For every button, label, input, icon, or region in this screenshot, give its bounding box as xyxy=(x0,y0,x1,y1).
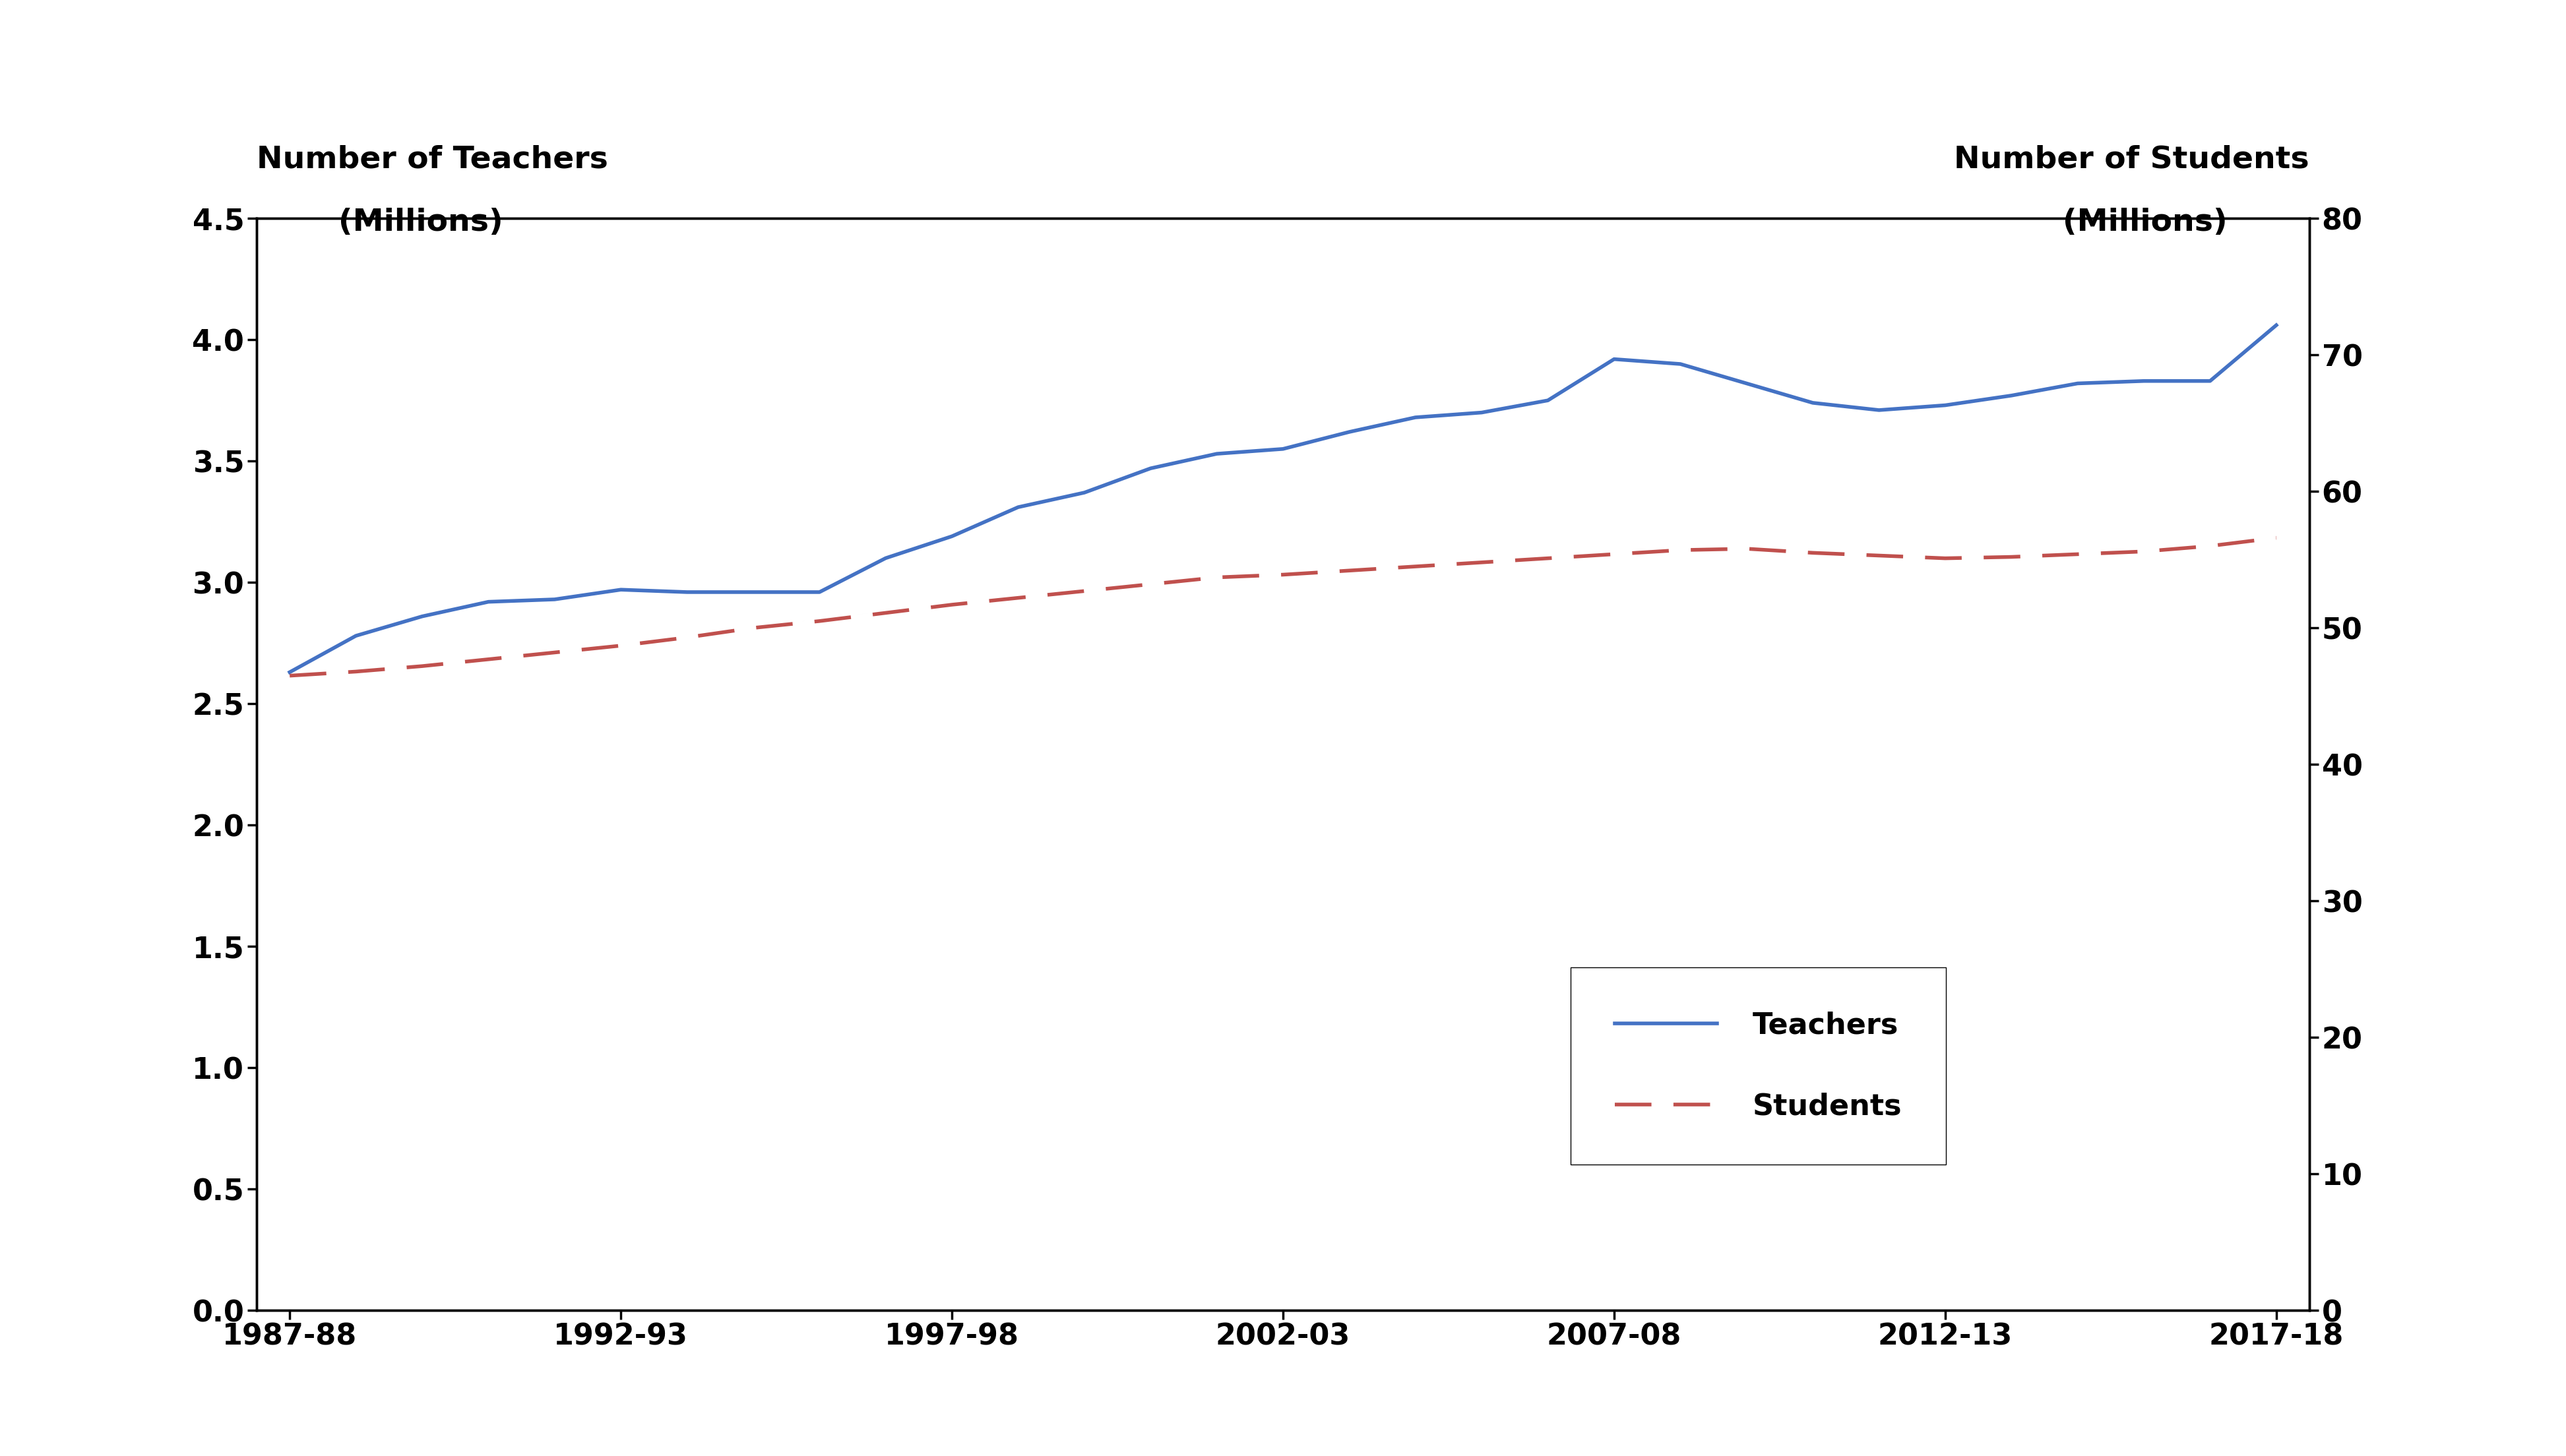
Students xyxy=(2261,529,2291,546)
Teachers xyxy=(1996,387,2027,405)
Teachers xyxy=(739,584,770,601)
Students xyxy=(937,596,967,613)
Teachers xyxy=(1732,374,1763,392)
Students xyxy=(1334,562,1365,579)
Teachers xyxy=(472,593,503,610)
Text: Number of Teachers: Number of Teachers xyxy=(257,146,608,175)
Students xyxy=(1796,545,1827,562)
Students xyxy=(870,604,901,622)
Students xyxy=(803,613,834,630)
Text: Number of Students: Number of Students xyxy=(1955,146,2309,175)
Students xyxy=(1465,553,1496,571)
Students xyxy=(408,657,439,674)
Students xyxy=(1996,547,2027,565)
Students xyxy=(2127,543,2158,561)
Students xyxy=(1930,549,1960,566)
Students xyxy=(1732,540,1763,558)
Students xyxy=(739,619,770,636)
Teachers xyxy=(1465,403,1496,421)
Teachers xyxy=(1863,402,1894,419)
Teachers xyxy=(1796,395,1827,412)
Teachers xyxy=(539,591,570,609)
Students xyxy=(539,644,570,661)
Students xyxy=(1599,546,1629,563)
Students xyxy=(2063,546,2094,563)
Teachers xyxy=(870,549,901,566)
Students xyxy=(275,667,305,684)
Teachers xyxy=(2063,374,2094,392)
Teachers xyxy=(2194,373,2225,390)
Teachers xyxy=(672,584,703,601)
Text: (Millions): (Millions) xyxy=(2063,208,2227,237)
Students xyxy=(1863,547,1894,565)
Teachers xyxy=(1268,440,1298,457)
Teachers xyxy=(1665,355,1696,373)
Students xyxy=(1070,582,1101,600)
Students xyxy=(472,651,503,668)
Teachers xyxy=(1532,392,1563,409)
Students xyxy=(2194,537,2225,555)
Students xyxy=(1268,566,1298,584)
Students xyxy=(1532,549,1563,566)
Teachers xyxy=(1134,460,1165,478)
Teachers xyxy=(1334,424,1365,441)
Line: Students: Students xyxy=(290,537,2276,676)
Teachers xyxy=(341,628,372,645)
Teachers xyxy=(606,581,636,598)
Students xyxy=(1003,590,1034,607)
Line: Teachers: Teachers xyxy=(290,325,2276,673)
Teachers xyxy=(1070,483,1101,501)
Teachers xyxy=(937,527,967,545)
Teachers xyxy=(1401,409,1432,427)
Students xyxy=(1665,542,1696,559)
Teachers xyxy=(408,607,439,625)
Students xyxy=(1201,569,1232,587)
Students xyxy=(606,636,636,654)
Teachers xyxy=(2127,373,2158,390)
Teachers xyxy=(2261,316,2291,333)
Legend: Teachers, Students: Teachers, Students xyxy=(1570,967,1945,1165)
Teachers xyxy=(1930,396,1960,414)
Students xyxy=(1134,575,1165,593)
Students xyxy=(1401,558,1432,575)
Students xyxy=(341,662,372,680)
Teachers xyxy=(1201,446,1232,463)
Teachers xyxy=(1599,351,1629,368)
Text: (Millions): (Millions) xyxy=(339,208,503,237)
Students xyxy=(672,629,703,646)
Teachers xyxy=(803,584,834,601)
Teachers xyxy=(275,664,305,681)
Teachers xyxy=(1003,498,1034,515)
